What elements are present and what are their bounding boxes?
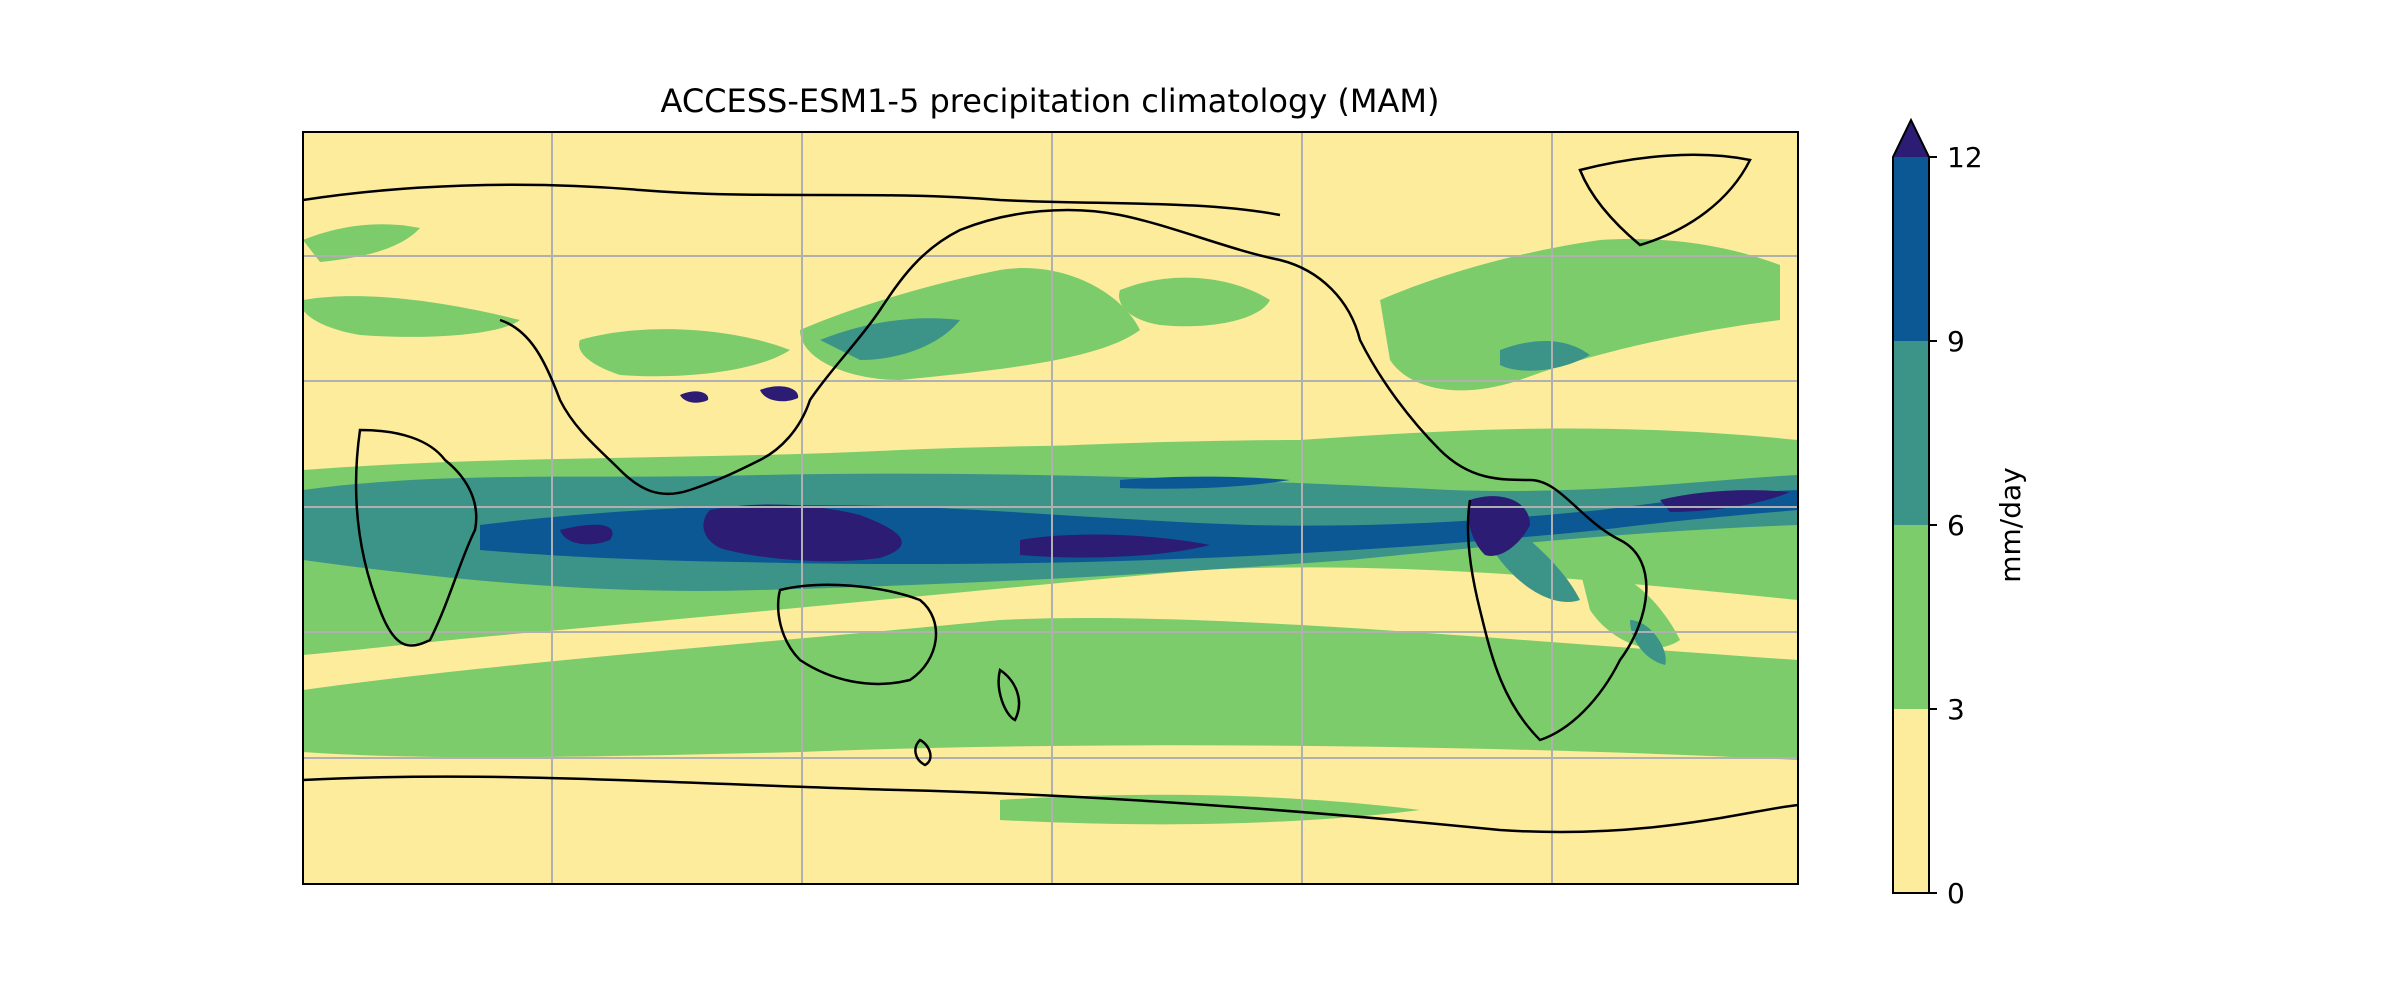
colorbar-tick-label: 9 xyxy=(1947,325,1965,358)
colorbar-tick-label: 3 xyxy=(1947,693,1965,726)
colorbar-label: mm/day xyxy=(1994,467,2027,583)
colorbar-extend-arrow xyxy=(1893,120,1929,157)
colorbar-tick-label: 0 xyxy=(1947,877,1965,910)
colorbar-tick-label: 6 xyxy=(1947,509,1965,542)
colorbar-segment-0-3 xyxy=(1893,709,1929,893)
map-panel xyxy=(303,132,1798,884)
colorbar-ticks xyxy=(1929,156,1937,894)
map-frame xyxy=(302,131,1799,885)
coastlines xyxy=(303,153,1798,834)
colorbar-outline xyxy=(1892,117,1930,894)
chart-title: ACCESS-ESM1-5 precipitation climatology … xyxy=(661,82,1440,120)
colorbar: 0 3 6 9 12 mm/day xyxy=(1892,117,2027,910)
colorbar-tick-label: 12 xyxy=(1947,141,1983,174)
colorbar-segment-3-6 xyxy=(1893,525,1929,709)
colorbar-segment-9-12 xyxy=(1893,157,1929,341)
colorbar-segment-6-9 xyxy=(1893,341,1929,525)
